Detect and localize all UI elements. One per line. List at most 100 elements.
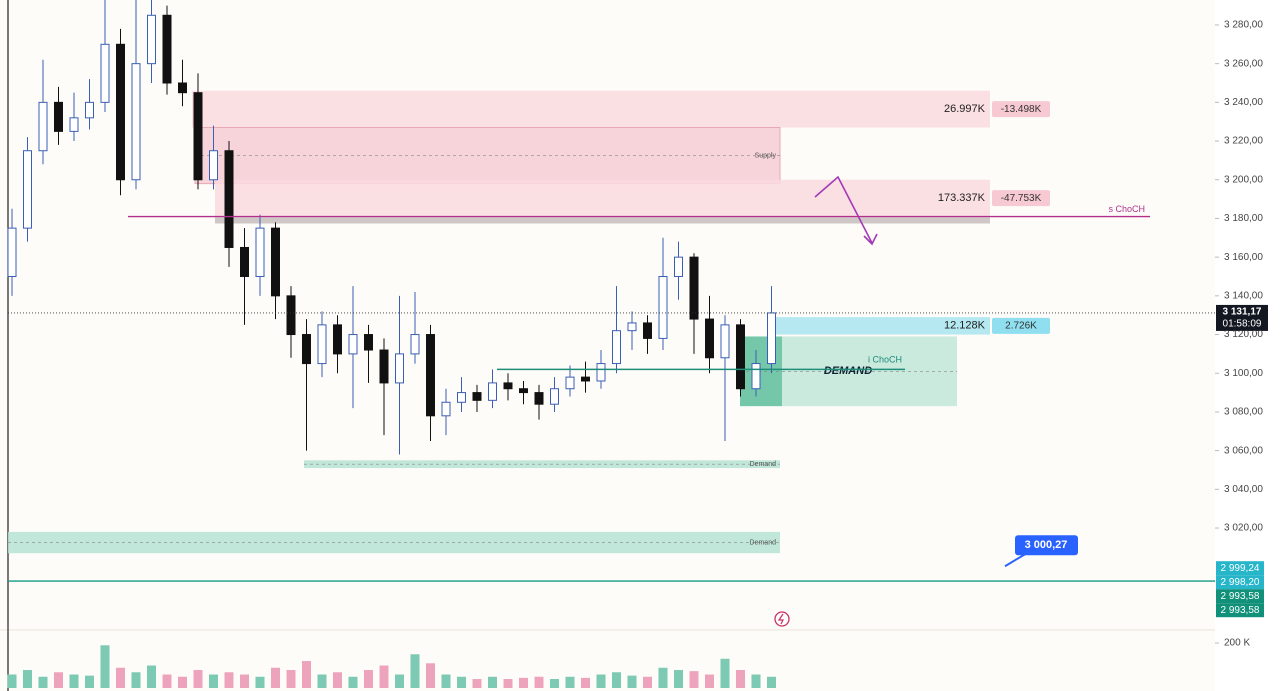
volume-bar xyxy=(224,672,234,688)
zone-volume: 12.128K xyxy=(944,320,986,332)
price-tag-label: 2 999,24 xyxy=(1221,563,1260,574)
volume-bar xyxy=(364,670,373,688)
volume-bar xyxy=(441,674,451,688)
zone xyxy=(775,317,990,335)
candle-body xyxy=(596,363,606,382)
last-price-label: 3 131,17 xyxy=(1223,307,1262,318)
volume-bar xyxy=(705,674,714,688)
candle-body xyxy=(147,14,156,65)
price-tag xyxy=(1216,575,1264,590)
volume-bar xyxy=(271,667,280,688)
volume-bar xyxy=(23,670,32,688)
volume-bar xyxy=(426,663,435,688)
candle-body xyxy=(286,295,296,336)
zone-volume: 26.997K xyxy=(944,103,986,115)
candle-body xyxy=(116,43,125,181)
zone-delta: 2.726K xyxy=(1005,320,1037,331)
candle-body xyxy=(333,324,342,355)
candle-body xyxy=(100,43,110,103)
zone xyxy=(194,127,781,185)
y-tick-label: 3 120,00 xyxy=(1224,329,1263,340)
price-tag xyxy=(1216,589,1264,604)
candle-body xyxy=(534,392,544,405)
candle-body xyxy=(767,312,776,365)
y-tick-label: 3 180,00 xyxy=(1224,213,1263,224)
volume-bar xyxy=(100,645,110,688)
candle-body xyxy=(472,392,482,401)
candle-body xyxy=(441,401,451,417)
candle-body xyxy=(426,334,435,417)
candle-body xyxy=(54,101,63,132)
candle-body xyxy=(271,227,280,297)
volume-bar xyxy=(658,667,668,688)
volume-bar xyxy=(317,674,327,688)
price-tag-label: 2 993,58 xyxy=(1221,605,1260,616)
volume-bar xyxy=(534,676,544,688)
projection-arrow xyxy=(814,175,873,244)
volume-bar xyxy=(379,665,389,688)
alert-bolt xyxy=(777,613,784,625)
price-tag xyxy=(1216,603,1264,618)
candle-body xyxy=(379,349,389,384)
y-tick-label: 3 280,00 xyxy=(1224,20,1263,31)
candle-body xyxy=(565,376,575,390)
candle-body xyxy=(689,256,699,320)
candle-body xyxy=(550,388,559,405)
candle-body xyxy=(7,227,17,277)
alert-icon[interactable] xyxy=(774,611,790,627)
y-tick-label: 3 060,00 xyxy=(1224,445,1263,456)
volume-bar xyxy=(240,674,249,688)
y-tick-label: 3 020,00 xyxy=(1224,523,1263,534)
zone xyxy=(192,90,990,128)
candle-body xyxy=(395,353,404,384)
candle-body xyxy=(658,275,668,339)
y-tick-label: 3 240,00 xyxy=(1224,97,1263,108)
volume-tick-label: 200 K xyxy=(1224,638,1250,649)
candle-body xyxy=(488,382,497,401)
candle-body xyxy=(457,392,466,403)
volume-bar xyxy=(596,674,606,688)
candle-body xyxy=(736,324,745,390)
zone-label: Demand xyxy=(750,539,777,546)
zone-label: Supply xyxy=(755,152,777,159)
zone-volume: 173.337K xyxy=(938,192,986,204)
volume-bar xyxy=(302,661,311,688)
volume-bar xyxy=(581,677,590,688)
candle-body xyxy=(720,324,730,359)
volume-bar xyxy=(643,676,652,688)
volume-bar xyxy=(565,676,575,688)
volume-bar xyxy=(689,671,699,688)
zone-delta-box xyxy=(992,317,1050,334)
candle-body xyxy=(69,117,79,132)
y-tick-label: 3 040,00 xyxy=(1224,484,1263,495)
callout-label: 3 000,27 xyxy=(1025,539,1068,551)
volume-bar xyxy=(7,674,17,688)
volume-bar xyxy=(116,667,125,688)
zone-strip xyxy=(215,217,990,224)
y-tick-label: 3 200,00 xyxy=(1224,174,1263,185)
volume-bar xyxy=(193,670,203,688)
candle-body xyxy=(38,101,48,152)
last-price-timer: 01:58:09 xyxy=(1223,319,1262,330)
candle-body xyxy=(162,14,172,84)
volume-bar xyxy=(85,675,94,688)
zones: 26.997K -13.498K Supply 173.337K -47.753K 12.… xyxy=(8,90,1050,554)
zone-delta: -13.498K xyxy=(1001,104,1042,115)
volume-bar xyxy=(147,665,156,688)
y-tick-label: 3 100,00 xyxy=(1224,368,1263,379)
arrow-head xyxy=(863,233,878,246)
level-label: i ChoCH xyxy=(868,355,902,365)
callout-box xyxy=(1015,535,1078,556)
y-tick-label: 3 140,00 xyxy=(1224,290,1263,301)
volume-bar xyxy=(162,674,172,688)
candle-body xyxy=(85,101,94,119)
zone-label: DEMAND xyxy=(824,365,872,377)
candle-body xyxy=(751,363,761,390)
volume-bar xyxy=(286,670,296,688)
volume-bar xyxy=(69,674,79,688)
y-tick-label: 3 080,00 xyxy=(1224,407,1263,418)
candle-body xyxy=(581,376,590,382)
zone-delta: -47.753K xyxy=(1001,193,1042,204)
candle-body xyxy=(348,334,358,355)
